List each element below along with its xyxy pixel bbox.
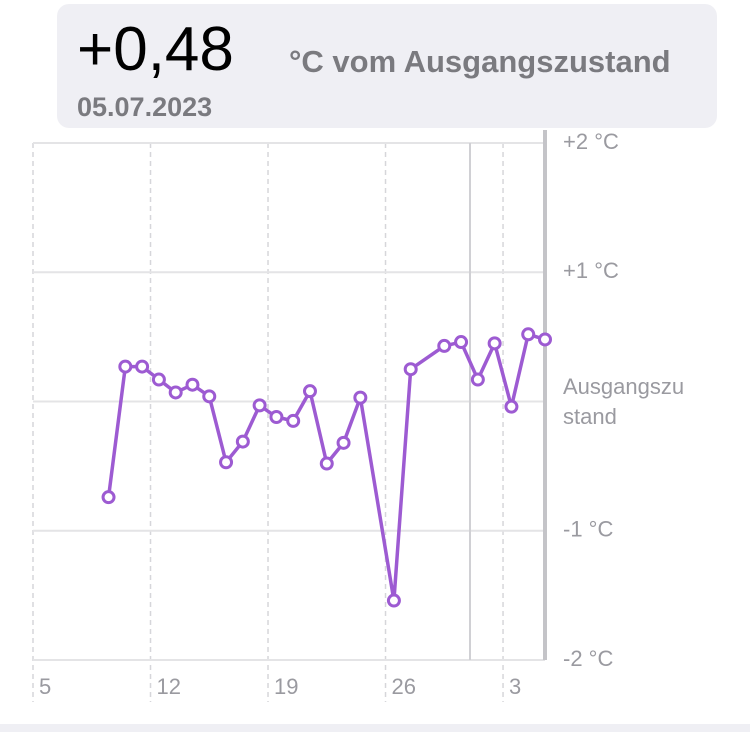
x-tick-label: 5 [39,674,51,699]
data-point[interactable] [151,372,166,387]
x-tick-label: 12 [157,674,181,699]
data-point[interactable] [504,399,519,414]
data-point[interactable] [336,435,351,450]
y-tick-label: +2 °C [563,129,619,154]
data-point[interactable] [386,593,401,608]
selected-unit: °C vom Ausgangszustand [289,44,671,79]
y-tick-label: -2 °C [563,646,613,671]
data-point[interactable] [252,398,267,413]
bottom-bar [0,724,750,732]
x-tick-label: 19 [274,674,298,699]
y-tick-label: -1 °C [563,517,613,542]
data-point[interactable] [118,359,133,374]
data-point[interactable] [135,359,150,374]
x-tick-label: 26 [392,674,416,699]
data-point[interactable] [302,384,317,399]
data-point[interactable] [202,389,217,404]
data-point[interactable] [185,377,200,392]
selection-summary: +0,48 °C vom Ausgangszustand 05.07.2023 [57,4,717,128]
y-tick-label: Ausgangszustand [563,373,685,429]
data-point[interactable] [454,335,469,350]
data-point[interactable] [319,456,334,471]
data-point[interactable] [403,362,418,377]
data-point[interactable] [521,327,536,342]
data-point[interactable] [219,455,234,470]
y-tick-label-box: Ausgangszustand [563,373,685,429]
data-point[interactable] [353,390,368,405]
x-tick-label: 3 [509,674,521,699]
data-point[interactable] [437,338,452,353]
selected-date: 05.07.2023 [77,92,213,122]
data-point[interactable] [235,434,250,449]
data-point[interactable] [286,413,301,428]
data-point[interactable] [101,490,116,505]
selected-value: +0,48 [77,15,234,84]
data-point[interactable] [470,372,485,387]
data-point[interactable] [487,336,502,351]
data-point[interactable] [168,385,183,400]
data-point[interactable] [269,410,284,425]
data-point[interactable] [538,332,552,347]
y-tick-label: +1 °C [563,258,619,283]
